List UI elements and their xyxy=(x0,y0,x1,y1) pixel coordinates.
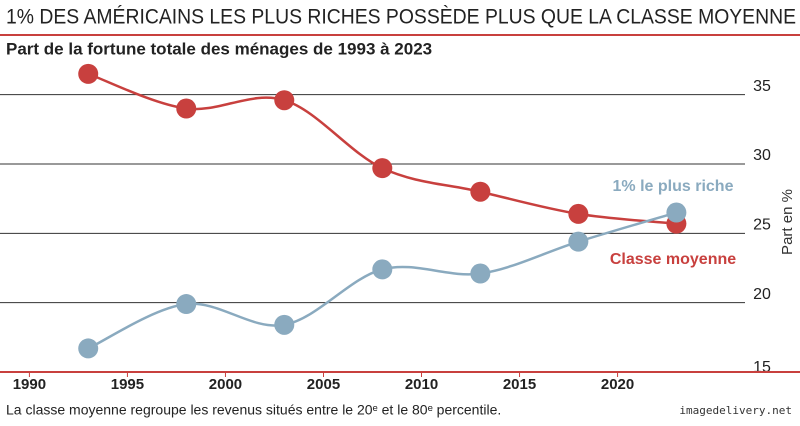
subtitle: Part de la fortune totale des ménages de… xyxy=(6,39,432,58)
chart-title: 1% DES AMÉRICAINS LES PLUS RICHES POSSÈD… xyxy=(6,6,796,29)
x-tick-label: 2000 xyxy=(209,376,242,393)
x-tick-label: 2020 xyxy=(601,376,634,393)
data-point xyxy=(176,294,197,315)
note: La classe moyenne regroupe les revenus s… xyxy=(6,402,501,418)
legend-label: 1% le plus riche xyxy=(613,178,734,195)
source: imagedelivery.net xyxy=(679,404,792,417)
data-point xyxy=(568,231,589,252)
data-point xyxy=(372,259,393,280)
y-tick-label: 15 xyxy=(753,359,771,376)
legend-label: Classe moyenne xyxy=(610,251,736,268)
data-point xyxy=(470,181,491,202)
y-tick-label: 20 xyxy=(753,286,771,303)
data-point xyxy=(176,98,197,119)
data-point xyxy=(78,63,99,84)
x-tick-label: 2010 xyxy=(405,376,438,393)
data-point xyxy=(568,203,589,224)
data-point xyxy=(274,90,295,111)
data-point xyxy=(372,158,393,179)
x-tick-label: 2015 xyxy=(503,376,536,393)
x-tick-label: 1995 xyxy=(111,376,144,393)
y-tick-label: 30 xyxy=(753,147,771,164)
series-line xyxy=(87,72,677,225)
x-tick-label: 2005 xyxy=(307,376,340,393)
x-tick-label: 1990 xyxy=(13,376,46,393)
data-point xyxy=(274,314,295,335)
y-tick-label: 35 xyxy=(753,78,771,95)
y-tick-label: 25 xyxy=(753,217,771,234)
data-point xyxy=(78,338,99,359)
data-point xyxy=(470,263,491,284)
y-axis-label: Part en % xyxy=(779,189,796,255)
data-point xyxy=(666,202,687,223)
